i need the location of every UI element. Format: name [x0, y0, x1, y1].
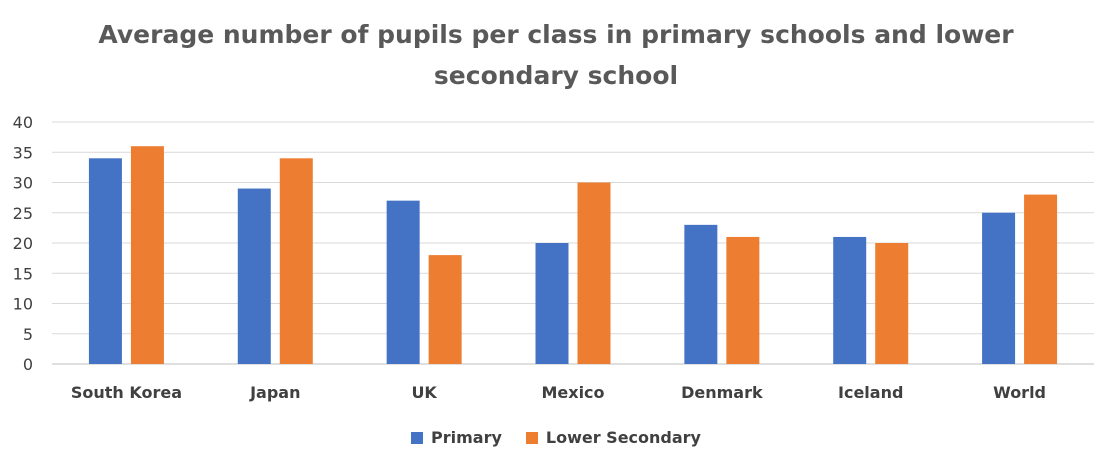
- chart-title-line-2: secondary school: [433, 61, 679, 90]
- bar-primary-uk: [386, 200, 420, 364]
- x-tick-label-iceland: Iceland: [838, 383, 903, 402]
- x-tick-label-japan: Japan: [249, 383, 300, 402]
- x-tick-label-world: World: [993, 383, 1046, 402]
- legend-item-lower-secondary: Lower Secondary: [525, 428, 701, 447]
- legend-label-primary: Primary: [431, 428, 502, 447]
- bar-lower-secondary-world: [1024, 194, 1058, 364]
- legend-swatch-primary: [411, 431, 423, 444]
- bar-lower-secondary-uk: [428, 255, 462, 364]
- bar-primary-iceland: [833, 236, 867, 364]
- legend-label-lower-secondary: Lower Secondary: [545, 428, 701, 447]
- chart-legend: Primary Lower Secondary: [0, 428, 1112, 447]
- x-tick-label-mexico: Mexico: [541, 383, 604, 402]
- y-tick-label-35: 35: [13, 143, 33, 162]
- bar-lower-secondary-south-korea: [130, 146, 164, 364]
- bar-primary-world: [982, 212, 1016, 364]
- y-tick-label-5: 5: [23, 325, 33, 344]
- x-tick-label-denmark: Denmark: [681, 383, 763, 402]
- y-tick-label-40: 40: [13, 113, 33, 132]
- y-tick-label-10: 10: [13, 295, 33, 314]
- y-tick-label-15: 15: [13, 264, 33, 283]
- bar-primary-south-korea: [88, 158, 122, 364]
- y-tick-label-25: 25: [13, 204, 33, 223]
- bar-primary-denmark: [684, 224, 718, 364]
- bar-primary-mexico: [535, 243, 569, 364]
- y-tick-label-0: 0: [23, 355, 33, 374]
- bar-lower-secondary-japan: [279, 158, 313, 364]
- y-tick-label-30: 30: [13, 174, 33, 193]
- bar-lower-secondary-denmark: [726, 236, 760, 364]
- x-tick-label-uk: UK: [411, 383, 437, 402]
- bar-primary-japan: [237, 188, 271, 364]
- chart-title-line-1: Average number of pupils per class in pr…: [98, 20, 1014, 49]
- bar-lower-secondary-iceland: [875, 243, 909, 364]
- chart-title: Average number of pupils per class in pr…: [0, 14, 1112, 96]
- x-tick-label-south-korea: South Korea: [71, 383, 182, 402]
- legend-swatch-lower-secondary: [525, 431, 538, 444]
- bar-lower-secondary-mexico: [577, 182, 611, 364]
- legend-item-primary: Primary: [411, 428, 502, 447]
- y-tick-label-20: 20: [13, 234, 33, 253]
